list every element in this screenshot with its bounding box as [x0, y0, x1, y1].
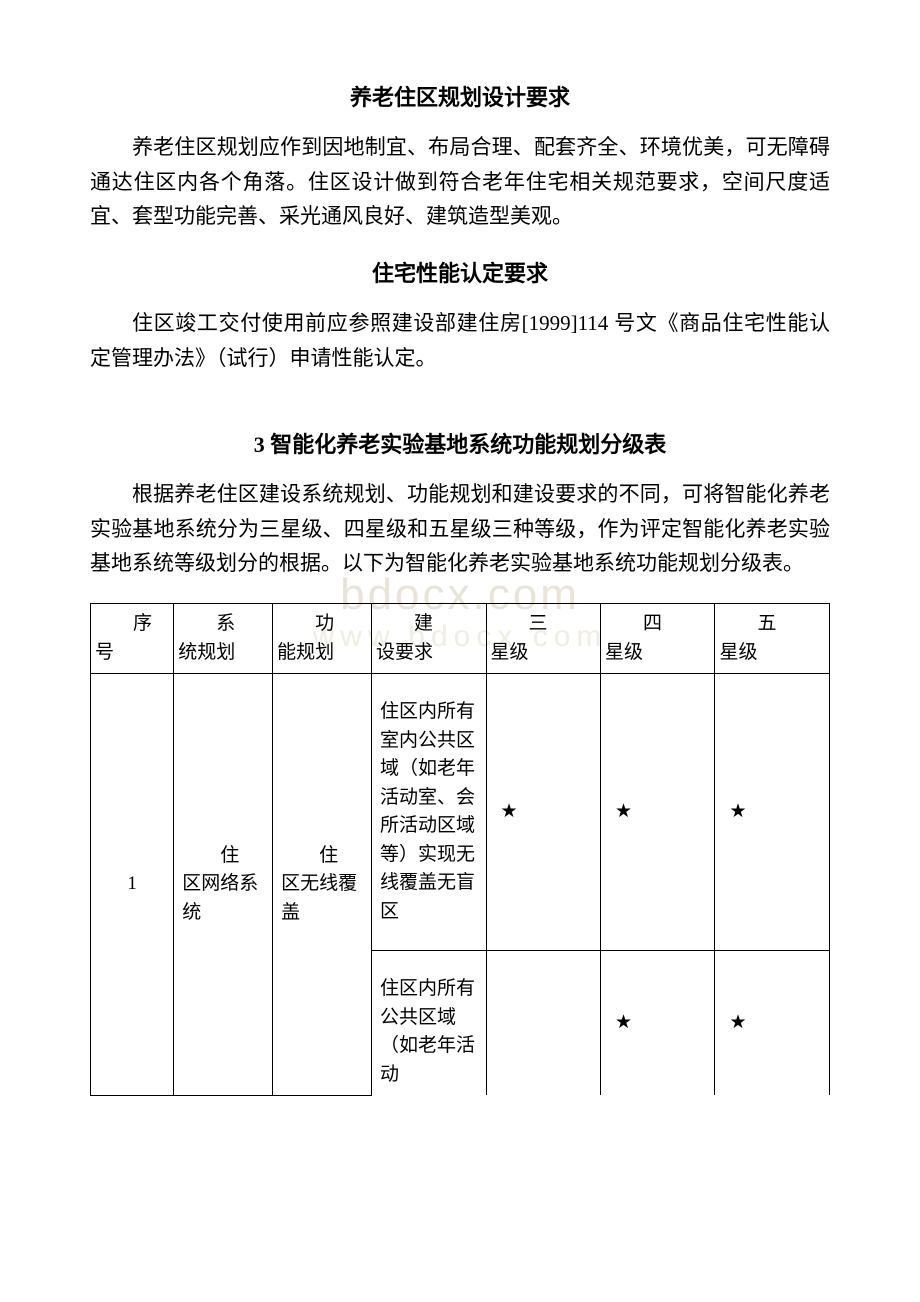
cell-star3: [486, 951, 600, 1096]
section1-paragraph: 养老住区规划应作到因地制宜、布局合理、配套齐全、环境优美，可无障碍通达住区内各个…: [90, 130, 830, 234]
col-header-star5: 五 星级: [715, 604, 830, 674]
cell-req: 住区内所有公共区域（如老年活动: [372, 951, 486, 1096]
table-header-row: 序 号 系 统规划 功 能规划 建 设要求 三 星级 四 星级: [91, 604, 830, 674]
cell-req: 住区内所有室内公共区域（如老年活动室、会所活动区域等）实现无线覆盖无盲区: [372, 674, 486, 951]
col-header-star3: 三 星级: [486, 604, 600, 674]
col-header-func: 功 能规划: [273, 604, 372, 674]
col-header-seq: 序 号: [91, 604, 174, 674]
cell-func: 住区无线覆盖: [273, 674, 372, 1096]
col-header-star4: 四 星级: [600, 604, 714, 674]
spacer: [90, 397, 830, 427]
cell-star4: ★: [600, 951, 714, 1096]
cell-star5: ★: [715, 674, 830, 951]
section2-heading: 住宅性能认定要求: [90, 256, 830, 288]
cell-star5: ★: [715, 951, 830, 1096]
section3-heading: 3 智能化养老实验基地系统功能规划分级表: [90, 427, 830, 459]
cell-seq: 1: [91, 674, 174, 1096]
cell-sys: 住区网络系统: [174, 674, 273, 1096]
col-header-req: 建 设要求: [372, 604, 486, 674]
col-header-sys: 系 统规划: [174, 604, 273, 674]
section2-paragraph: 住区竣工交付使用前应参照建设部建住房[1999]114 号文《商品住宅性能认定管…: [90, 306, 830, 375]
table-row: 1 住区网络系统 住区无线覆盖 住区内所有室内公共区域（如老年活动室、会所活动区…: [91, 674, 830, 951]
cell-star4: ★: [600, 674, 714, 951]
section1-heading: 养老住区规划设计要求: [90, 80, 830, 112]
section3-paragraph: 根据养老住区建设系统规划、功能规划和建设要求的不同，可将智能化养老实验基地系统分…: [90, 477, 830, 581]
document-content: 养老住区规划设计要求 养老住区规划应作到因地制宜、布局合理、配套齐全、环境优美，…: [90, 80, 830, 1096]
grading-table: 序 号 系 统规划 功 能规划 建 设要求 三 星级 四 星级: [90, 603, 830, 1096]
cell-star3: ★: [486, 674, 600, 951]
